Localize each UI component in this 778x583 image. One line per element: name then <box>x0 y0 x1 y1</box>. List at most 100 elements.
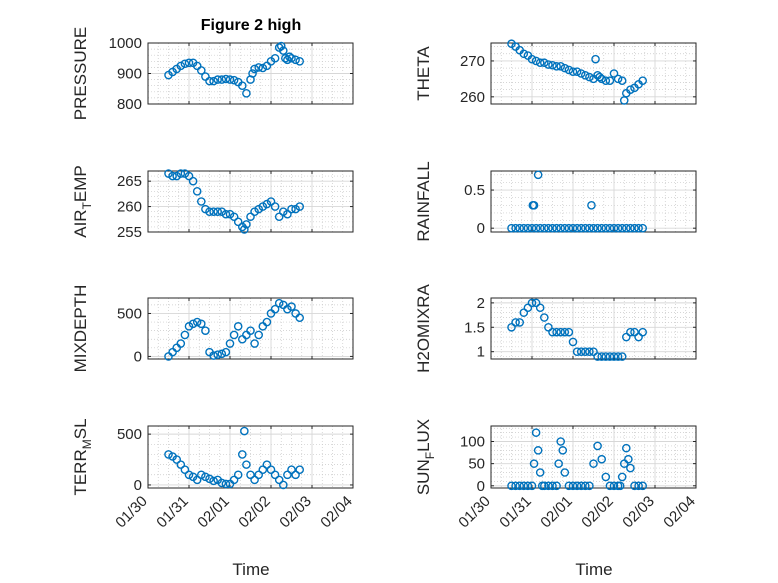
data-point <box>630 223 639 233</box>
data-point <box>581 347 590 356</box>
data-point <box>270 304 280 314</box>
data-point <box>605 481 615 491</box>
data-point <box>217 75 227 84</box>
data-point <box>283 470 292 480</box>
data-point <box>638 327 648 337</box>
data-point <box>597 74 607 84</box>
data-point <box>605 76 615 85</box>
data-point <box>192 317 202 327</box>
data-point <box>240 225 249 234</box>
data-point <box>295 57 305 66</box>
y-axis-label: RAINFALL <box>414 161 433 241</box>
data-point <box>184 470 194 480</box>
data-point <box>278 46 288 55</box>
y-axis-label-tail: SL <box>71 418 90 439</box>
data-point <box>572 481 582 491</box>
data-point <box>544 481 553 491</box>
data-point <box>233 217 243 227</box>
data-point <box>531 223 541 233</box>
data-point <box>201 472 210 482</box>
data-point <box>556 327 566 337</box>
data-point <box>572 347 582 356</box>
y-axis-label-main: TERR <box>71 449 90 495</box>
data-point <box>556 223 566 233</box>
data-point <box>587 201 596 210</box>
data-point <box>558 446 568 455</box>
data-point <box>511 481 520 491</box>
data-point <box>589 459 598 468</box>
y-axis-label-main: MIXDEPTH <box>71 285 90 373</box>
data-point <box>295 465 305 475</box>
data-point <box>634 481 643 491</box>
data-point <box>552 62 561 71</box>
data-point <box>201 72 210 81</box>
y-axis-label-main: SUN <box>414 459 433 495</box>
data-point <box>615 481 625 491</box>
data-point <box>544 60 553 69</box>
data-point <box>585 223 594 233</box>
data-point <box>168 171 177 181</box>
data-point <box>205 207 214 216</box>
axes-box <box>490 297 697 360</box>
data-point <box>564 223 574 233</box>
x-tick-label: 02/01 <box>537 493 576 532</box>
data-point <box>564 481 574 491</box>
data-point <box>585 481 594 491</box>
data-point <box>556 62 566 71</box>
y-tick-label: 265 <box>117 173 142 190</box>
data-point <box>221 74 231 84</box>
data-point <box>176 460 186 469</box>
data-point <box>527 481 537 491</box>
data-point <box>287 465 296 475</box>
data-point <box>605 223 615 233</box>
data-point <box>242 330 251 340</box>
data-point <box>258 322 268 331</box>
data-point <box>576 69 586 78</box>
data-point <box>242 220 251 229</box>
data-point <box>229 330 239 340</box>
data-point <box>634 223 643 233</box>
data-point <box>581 481 590 491</box>
y-tick-label: 50 <box>468 456 485 473</box>
data-point <box>581 70 590 80</box>
data-point <box>617 76 627 85</box>
y-axis-label: SUNFLUX <box>414 419 437 495</box>
data-point <box>246 326 255 335</box>
data-point <box>254 470 264 480</box>
data-point <box>205 474 214 484</box>
y-tick-label: 1.5 <box>464 319 485 336</box>
data-point <box>213 350 222 360</box>
data-point <box>535 303 545 313</box>
data-point <box>589 223 598 233</box>
data-point <box>237 450 247 459</box>
data-point <box>507 481 516 491</box>
data-point <box>209 76 218 86</box>
data-point <box>597 223 607 233</box>
data-point <box>168 347 177 357</box>
y-axis-label: THETA <box>414 46 433 101</box>
data-point <box>622 443 631 453</box>
data-point <box>544 223 553 233</box>
y-axis-label: AIRTEMP <box>71 165 94 238</box>
data-point <box>552 327 561 337</box>
data-point <box>295 202 305 211</box>
y-axis-label: PRESSURE <box>71 27 90 121</box>
axes-box <box>147 170 354 233</box>
data-point <box>221 209 231 219</box>
data-point <box>225 75 235 84</box>
x-tick-label: 02/03 <box>276 493 315 532</box>
x-tick-label: 01/31 <box>153 493 192 532</box>
data-point <box>164 450 173 459</box>
y-axis-label-tail: EMP <box>71 165 90 202</box>
data-point <box>295 313 305 323</box>
data-point <box>609 223 619 233</box>
y-tick-label: 500 <box>117 305 142 322</box>
x-tick-label: 02/02 <box>578 493 617 532</box>
subplot-7: 0 500 01/30 01/31 02/01 02/02 02/03 02/04 TERRMS… <box>71 418 356 531</box>
data-point <box>180 59 190 69</box>
data-point <box>540 58 549 68</box>
subplot-5: 0 500 MIXDEPTH <box>71 285 354 373</box>
data-point <box>519 481 529 491</box>
y-tick-label: 0 <box>477 220 485 237</box>
data-point <box>548 481 557 491</box>
